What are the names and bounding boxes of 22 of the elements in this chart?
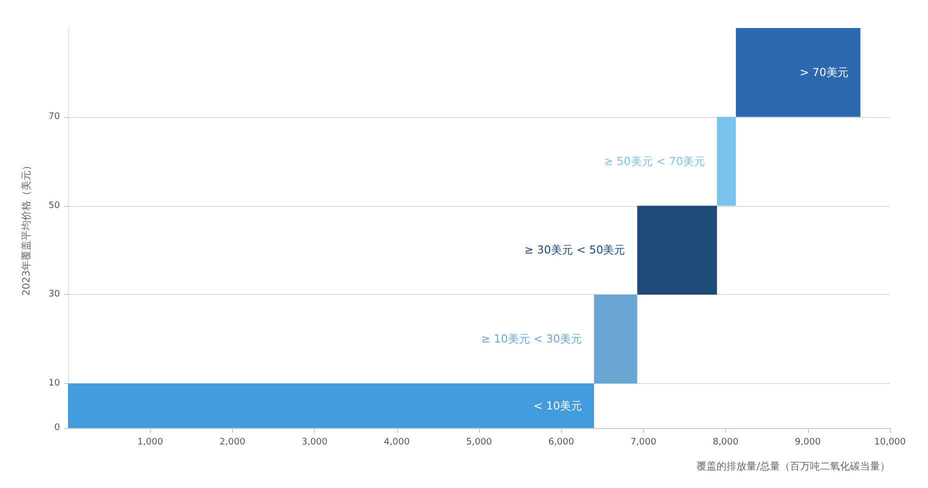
x-tick-label: 3,000 [302,438,328,448]
annotation: ≥ 30美元 < 50美元 [524,244,626,257]
x-tick-label: 2,000 [220,438,246,448]
x-tick-label: 10,000 [874,438,906,448]
y-axis-title: 2023年覆盖平均价格（美元） [20,160,32,296]
x-tick-label: 8,000 [712,438,739,448]
x-tick-label: 7,000 [630,438,657,448]
annotation: < 10美元 [533,399,582,412]
y-tick-label: 70 [48,112,60,122]
y-tick-label: 10 [48,378,60,389]
annotation: > 70美元 [800,66,848,79]
y-tick-label: 0 [54,423,60,433]
annotation: ≥ 10美元 < 30美元 [481,332,582,346]
x-tick-label: 5,000 [466,438,492,448]
annotation: ≥ 50美元 < 70美元 [604,154,705,168]
x-tick-label: 4,000 [384,438,410,448]
x-tick-label: 1,000 [137,438,164,448]
x-tick-label: 9,000 [794,438,821,448]
y-tick-label: 50 [48,200,60,211]
x-tick-label: 6,000 [548,438,574,448]
y-tick-label: 30 [48,290,60,300]
x-axis-title: 覆盖的排放量/总量（百万吨二氧化碳当量） [696,460,890,472]
